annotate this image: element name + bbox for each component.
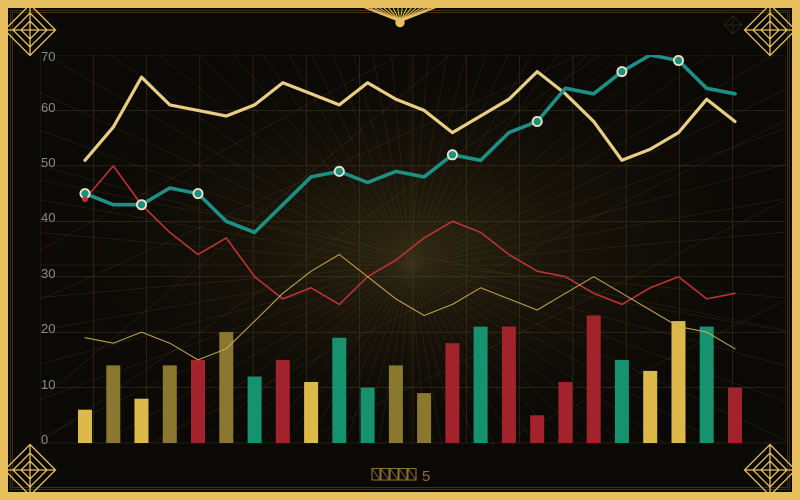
- svg-text:20: 20: [41, 321, 55, 336]
- svg-text:0: 0: [41, 432, 48, 447]
- svg-text:60: 60: [41, 100, 55, 115]
- svg-text:50: 50: [41, 155, 55, 170]
- svg-text:70: 70: [41, 49, 55, 64]
- svg-text:40: 40: [41, 210, 55, 225]
- svg-text:10: 10: [41, 377, 55, 392]
- svg-text:5: 5: [422, 468, 430, 485]
- svg-text:30: 30: [41, 266, 55, 281]
